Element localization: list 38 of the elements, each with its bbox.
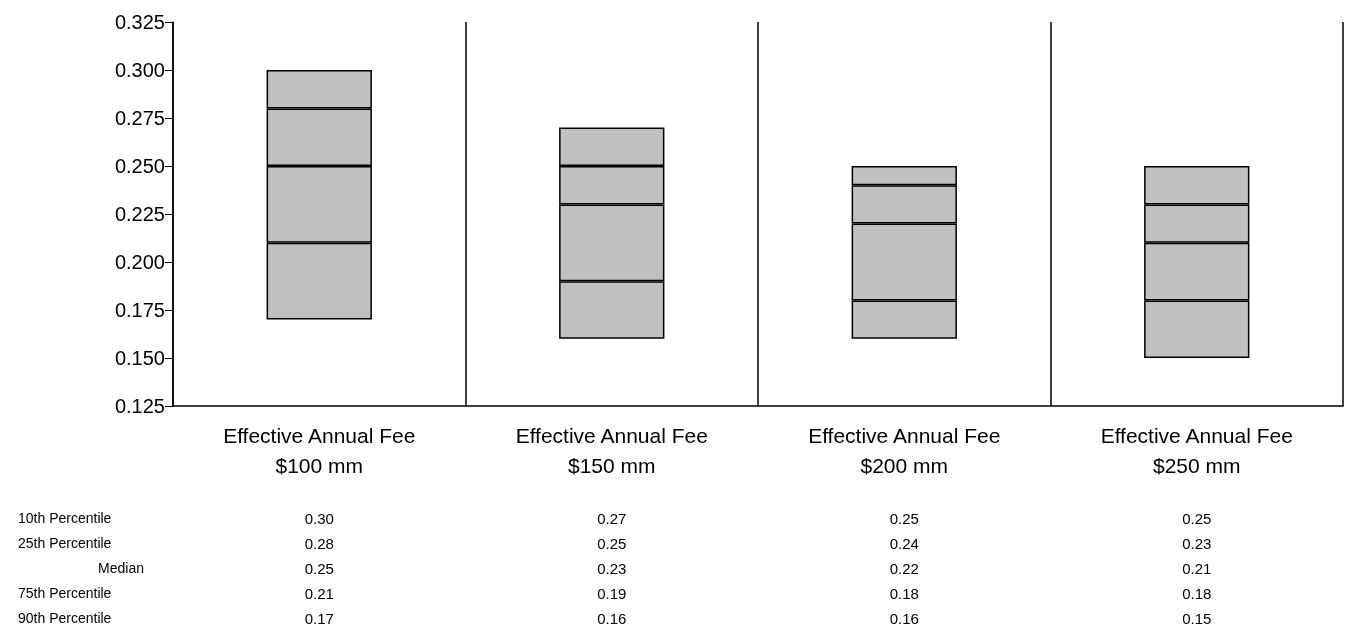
text: 0.19 bbox=[597, 584, 627, 602]
x-tick-label: Effective Annual Fee $150 mm bbox=[515, 423, 708, 477]
text: 0.21 bbox=[304, 584, 334, 602]
y-tick-label: 0.175 bbox=[114, 299, 165, 321]
text: 0.28 bbox=[304, 534, 334, 552]
y-tick-label: 0.125 bbox=[114, 395, 165, 417]
text: 0.15 bbox=[1182, 609, 1212, 627]
text: 0.23 bbox=[597, 559, 627, 577]
text: 0.27 bbox=[597, 509, 627, 527]
text: 0.25 bbox=[597, 534, 627, 552]
text: Median bbox=[98, 560, 144, 576]
text: 75th Percentile bbox=[18, 585, 112, 601]
text: 0.18 bbox=[889, 584, 919, 602]
text: 0.24 bbox=[889, 534, 919, 552]
text: 0.16 bbox=[597, 609, 627, 627]
text: 0.17 bbox=[304, 609, 334, 627]
x-tick-label: Effective Annual Fee $100 mm bbox=[223, 423, 416, 477]
y-tick-label: 0.200 bbox=[114, 251, 165, 273]
text: 0.30 bbox=[304, 509, 334, 527]
text: 10th Percentile bbox=[18, 510, 112, 526]
text: 0.23 bbox=[1182, 534, 1212, 552]
text: 0.22 bbox=[889, 559, 919, 577]
text: 0.21 bbox=[1182, 559, 1212, 577]
y-tick-label: 0.150 bbox=[114, 347, 165, 369]
text: 0.25 bbox=[1182, 509, 1212, 527]
y-tick-label: 0.300 bbox=[114, 59, 165, 81]
text: 0.25 bbox=[889, 509, 919, 527]
y-tick-label: 0.225 bbox=[114, 203, 165, 225]
text: 0.25 bbox=[304, 559, 334, 577]
text: 0.16 bbox=[889, 609, 919, 627]
text: 90th Percentile bbox=[18, 610, 112, 626]
y-tick-label: 0.325 bbox=[114, 11, 165, 33]
text: 0.18 bbox=[1182, 584, 1212, 602]
text: 25th Percentile bbox=[18, 535, 112, 551]
y-tick-label: 0.275 bbox=[114, 107, 165, 129]
x-tick-label: Effective Annual Fee $200 mm bbox=[808, 423, 1001, 477]
x-tick-label: Effective Annual Fee $250 mm bbox=[1100, 423, 1293, 477]
y-tick-label: 0.250 bbox=[114, 155, 165, 177]
